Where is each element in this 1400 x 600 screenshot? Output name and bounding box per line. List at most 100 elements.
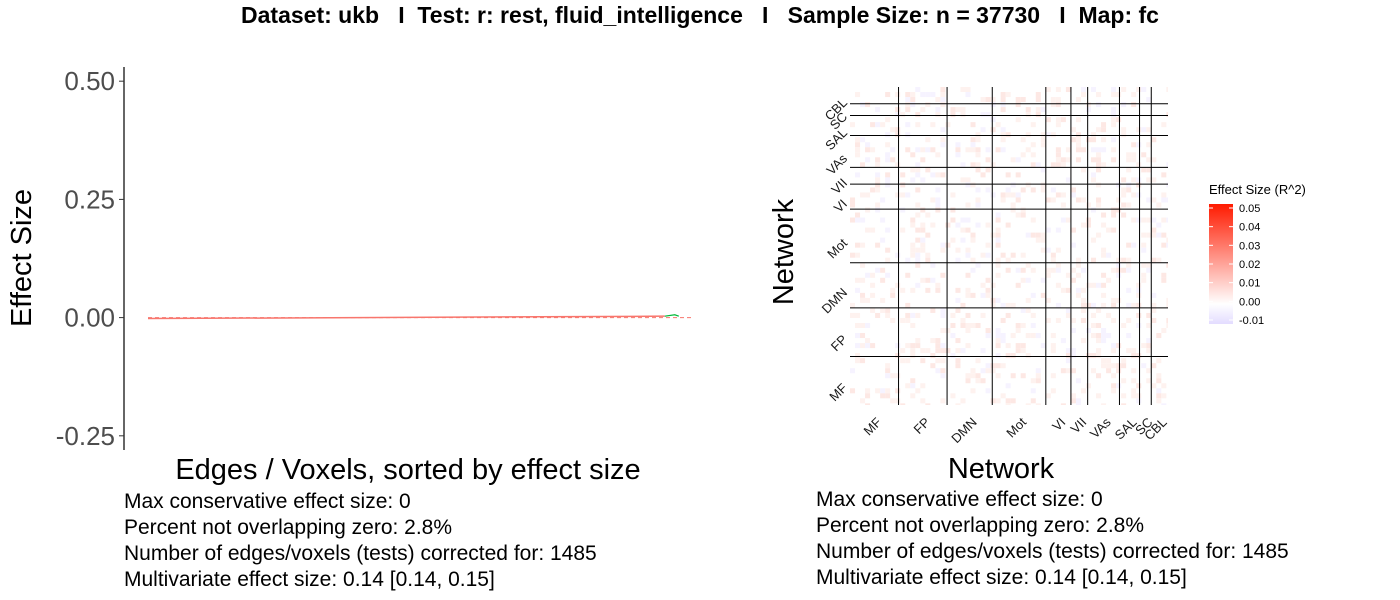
heatmap-cell — [1010, 302, 1016, 308]
heatmap-cell — [1000, 302, 1006, 308]
heatmap-cell — [1070, 267, 1076, 273]
heatmap-cell — [920, 383, 926, 389]
right-stats-panel: Max conservative effect size: 0 Percent … — [816, 487, 1289, 591]
heatmap-cell — [950, 353, 956, 359]
heatmap-cell — [960, 217, 966, 223]
heatmap-cell — [1101, 122, 1107, 128]
heatmap-cell — [965, 87, 971, 93]
heatmap-cell — [1085, 137, 1092, 143]
heatmap-cell — [1121, 363, 1127, 369]
heatmap-cell — [1116, 297, 1122, 303]
heatmap-cell — [940, 368, 946, 374]
heatmap-y-tick-label: VAs — [823, 151, 850, 178]
heatmap-cell — [1055, 302, 1061, 308]
heatmap-cell — [935, 97, 941, 103]
heatmap-cell — [1091, 257, 1097, 263]
heatmap-cell — [1005, 302, 1011, 308]
heatmap-cell — [1106, 333, 1112, 339]
heatmap-cell — [1101, 252, 1107, 258]
heatmap-cell — [870, 147, 876, 153]
heatmap-cell — [990, 398, 996, 404]
heatmap-cell — [1035, 162, 1041, 168]
heatmap-cell — [1111, 383, 1117, 389]
heatmap-cell — [1085, 302, 1092, 308]
heatmap-cell — [1131, 242, 1137, 248]
heatmap-cell — [940, 102, 946, 108]
heatmap-cell — [1075, 132, 1081, 138]
heatmap-cell — [1111, 107, 1117, 113]
heatmap-cell — [885, 172, 891, 178]
heatmap-cell — [1101, 127, 1107, 133]
heatmap-cell — [965, 252, 971, 258]
heatmap-cell — [885, 363, 891, 369]
heatmap-cell — [1151, 227, 1157, 233]
heatmap-cell — [1075, 262, 1081, 268]
heatmap-cell — [1146, 267, 1152, 273]
heatmap-cell — [1000, 192, 1006, 198]
heatmap-cell — [860, 262, 866, 268]
heatmap-cell — [1126, 287, 1132, 293]
y-tick-label: -0.25 — [56, 421, 115, 451]
heatmap-cell — [1121, 177, 1127, 183]
heatmap-cell — [1035, 373, 1041, 379]
heatmap-cell — [1055, 267, 1061, 273]
heatmap-cell — [1075, 157, 1081, 163]
heatmap-cell — [1025, 232, 1031, 238]
heatmap-cell — [990, 162, 996, 168]
heatmap-cell — [925, 212, 931, 218]
heatmap-cell — [865, 102, 871, 108]
heatmap-cell — [970, 322, 976, 329]
heatmap-cell — [870, 292, 876, 298]
heatmap-cell — [1060, 162, 1066, 168]
heatmap-cell — [880, 388, 886, 394]
heatmap-cell — [1126, 267, 1132, 273]
heatmap-cell — [1141, 217, 1147, 223]
heatmap-cell — [1091, 172, 1097, 178]
heatmap-cell — [1050, 187, 1056, 193]
heatmap-cell — [970, 147, 976, 153]
heatmap-cell — [960, 107, 966, 113]
heatmap-cell — [1055, 97, 1061, 103]
heatmap-cell — [1101, 302, 1107, 308]
heatmap-cell — [950, 192, 956, 198]
heatmap-cell — [1166, 182, 1168, 188]
heatmap-cell — [1085, 107, 1092, 113]
heatmap-cell — [995, 257, 1001, 263]
heatmap-x-tick-label: DMN — [948, 415, 980, 447]
heatmap-cell — [1070, 227, 1076, 233]
heatmap-cell — [995, 333, 1001, 339]
heatmap-cell — [1121, 102, 1127, 108]
heatmap-cell — [915, 343, 921, 349]
heatmap-cell — [985, 292, 991, 298]
heatmap-cell — [1015, 343, 1021, 349]
heatmap-cell — [1065, 348, 1071, 354]
heatmap-cell — [985, 287, 991, 293]
heatmap-cell — [855, 343, 861, 349]
heatmap-cell — [1141, 343, 1147, 349]
heatmap-cell — [1091, 302, 1097, 308]
heatmap-cell — [1055, 247, 1061, 253]
heatmap-cell — [1030, 378, 1036, 384]
heatmap-cell — [1045, 393, 1051, 399]
heatmap-cell — [1055, 152, 1061, 158]
heatmap-cell — [1075, 403, 1081, 405]
heatmap-cell — [1065, 157, 1071, 163]
heatmap-y-tick-label: VI — [831, 196, 850, 215]
heatmap-cell — [855, 142, 861, 148]
heatmap-cell — [890, 398, 896, 404]
heatmap-cell — [1070, 353, 1076, 359]
heatmap-cell — [1065, 353, 1071, 359]
heatmap-cell — [920, 348, 926, 354]
heatmap-cell — [910, 383, 916, 389]
heatmap-cell — [1040, 132, 1046, 138]
heatmap-cell — [935, 338, 941, 344]
heatmap-cell — [925, 167, 931, 173]
heatmap-cell — [1096, 147, 1102, 153]
heatmap-cell — [1050, 373, 1056, 379]
heatmap-cell — [915, 338, 921, 344]
heatmap-cell — [1040, 292, 1046, 298]
heatmap-cell — [975, 147, 981, 153]
heatmap-cell — [950, 112, 956, 118]
heatmap-cell — [850, 202, 856, 208]
heatmap-cell — [1045, 117, 1051, 123]
